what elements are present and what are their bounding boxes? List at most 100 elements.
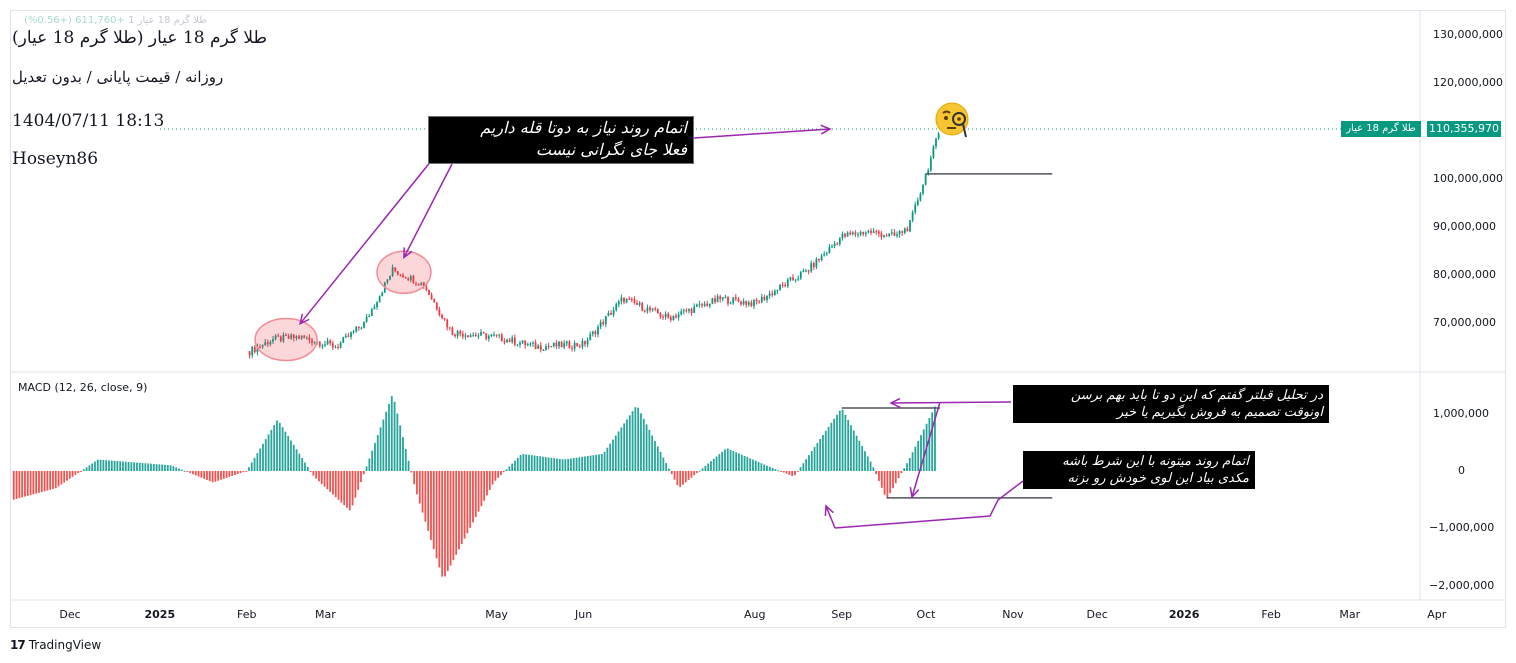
candle-body bbox=[901, 231, 904, 233]
macd-histogram-bar bbox=[771, 467, 774, 471]
macd-histogram-bar bbox=[908, 458, 911, 471]
macd-histogram-bar bbox=[768, 466, 771, 471]
note-line: فعلا جای نگرانی نیست bbox=[535, 140, 687, 159]
macd-histogram-bar bbox=[544, 457, 547, 471]
macd-histogram-bar bbox=[368, 458, 371, 471]
macd-histogram-bar bbox=[82, 469, 85, 471]
candle-body bbox=[810, 263, 813, 272]
annotation-note-converge[interactable]: در تحلیل قبلتر گفتم که این دو تا باید به… bbox=[1013, 385, 1329, 423]
macd-histogram-bar bbox=[757, 462, 760, 471]
macd-histogram-bar bbox=[116, 461, 119, 471]
macd-histogram-bar bbox=[623, 423, 626, 471]
annotation-note-peaks[interactable]: اتمام روند نیاز به دوتا قله داریم فعلا ج… bbox=[428, 116, 694, 164]
candle-body bbox=[454, 334, 456, 337]
macd-histogram-bar bbox=[519, 455, 522, 471]
candle-body bbox=[534, 342, 537, 349]
candle-body bbox=[864, 232, 867, 235]
macd-histogram-bar bbox=[659, 452, 662, 471]
macd-histogram-bar bbox=[889, 471, 892, 494]
macd-histogram-bar bbox=[463, 471, 466, 539]
macd-histogram-bar bbox=[561, 459, 564, 471]
candle-body bbox=[386, 279, 389, 283]
candle-body bbox=[794, 279, 797, 281]
macd-histogram-bar bbox=[421, 471, 424, 513]
macd-histogram-bar bbox=[309, 471, 312, 472]
annotation-note-macd-low[interactable]: اتمام روند میتونه با این شرط باشه مکدی ب… bbox=[1023, 451, 1255, 489]
macd-histogram-bar bbox=[634, 407, 637, 471]
candle-body bbox=[446, 319, 449, 328]
candle-body bbox=[420, 282, 423, 286]
candle-body bbox=[425, 286, 428, 290]
macd-histogram-bar bbox=[399, 425, 402, 471]
macd-histogram-bar bbox=[805, 459, 808, 471]
tradingview-logo[interactable]: 17 TradingView bbox=[10, 638, 101, 652]
candle-body bbox=[334, 347, 337, 349]
macd-histogram-bar bbox=[698, 470, 701, 472]
macd-histogram-bar bbox=[340, 471, 343, 503]
macd-histogram-bar bbox=[528, 454, 530, 471]
candle-body bbox=[438, 309, 441, 315]
candle-body bbox=[305, 337, 308, 339]
macd-histogram-bar bbox=[488, 471, 491, 490]
candle-body bbox=[373, 307, 376, 310]
macd-histogram-bar bbox=[542, 456, 544, 471]
macd-axis-tick: −1,000,000 bbox=[1429, 521, 1495, 535]
note-line: اتمام روند نیاز به دوتا قله داریم bbox=[480, 118, 687, 137]
candle-body bbox=[498, 334, 501, 336]
candle-body bbox=[888, 233, 891, 237]
macd-histogram-bar bbox=[752, 459, 754, 471]
macd-histogram-bar bbox=[458, 471, 460, 550]
candle-body bbox=[521, 340, 524, 343]
candle-body bbox=[441, 314, 443, 319]
macd-histogram-bar bbox=[301, 458, 304, 471]
candle-body bbox=[360, 327, 363, 329]
macd-histogram-bar bbox=[819, 438, 822, 471]
macd-histogram-bar bbox=[262, 443, 264, 471]
candle-body bbox=[344, 335, 347, 338]
macd-histogram-bar bbox=[564, 459, 567, 471]
macd-histogram-bar bbox=[567, 458, 570, 471]
macd-histogram-bar bbox=[838, 410, 841, 471]
candle-body bbox=[675, 315, 677, 318]
macd-histogram-bar bbox=[628, 415, 631, 471]
candle-body bbox=[779, 284, 781, 291]
candle-body bbox=[381, 292, 384, 297]
macd-histogram-bar bbox=[589, 455, 592, 471]
candle-body bbox=[682, 310, 685, 312]
macd-histogram-bar bbox=[12, 471, 15, 500]
macd-histogram-bar bbox=[108, 460, 110, 471]
macd-histogram-bar bbox=[500, 471, 502, 476]
candle-body bbox=[435, 302, 438, 310]
candle-body bbox=[324, 344, 326, 346]
candle-body bbox=[677, 314, 680, 318]
macd-histogram-bar bbox=[38, 471, 40, 493]
macd-histogram-bar bbox=[662, 457, 665, 471]
candle-body bbox=[695, 304, 698, 307]
tradingview-text: TradingView bbox=[28, 638, 102, 652]
candle-body bbox=[292, 334, 295, 339]
macd-histogram-bar bbox=[712, 458, 715, 471]
candle-body bbox=[630, 298, 633, 300]
candle-body bbox=[519, 342, 521, 345]
macd-histogram-bar bbox=[833, 418, 836, 471]
macd-histogram-bar bbox=[46, 471, 49, 491]
author-name: Hoseyn86 bbox=[12, 149, 99, 169]
candle-body bbox=[326, 340, 329, 345]
candle-body bbox=[877, 231, 880, 234]
candle-body bbox=[792, 277, 794, 280]
candle-body bbox=[781, 284, 784, 286]
macd-histogram-bar bbox=[673, 471, 676, 480]
macd-histogram-bar bbox=[474, 471, 477, 517]
candle-body bbox=[805, 270, 807, 272]
candle-body bbox=[875, 231, 878, 233]
macd-indicator-title[interactable]: MACD (12, 26, close, 9) bbox=[18, 381, 148, 394]
macd-histogram-bar bbox=[63, 471, 66, 483]
candle-body bbox=[937, 133, 940, 139]
macd-histogram-bar bbox=[668, 468, 670, 471]
macd-histogram-bar bbox=[614, 435, 617, 471]
macd-histogram-bar bbox=[26, 471, 29, 496]
arrow-to-current-price bbox=[693, 128, 831, 139]
macd-histogram-bar bbox=[640, 413, 642, 471]
candle-body bbox=[919, 193, 922, 201]
